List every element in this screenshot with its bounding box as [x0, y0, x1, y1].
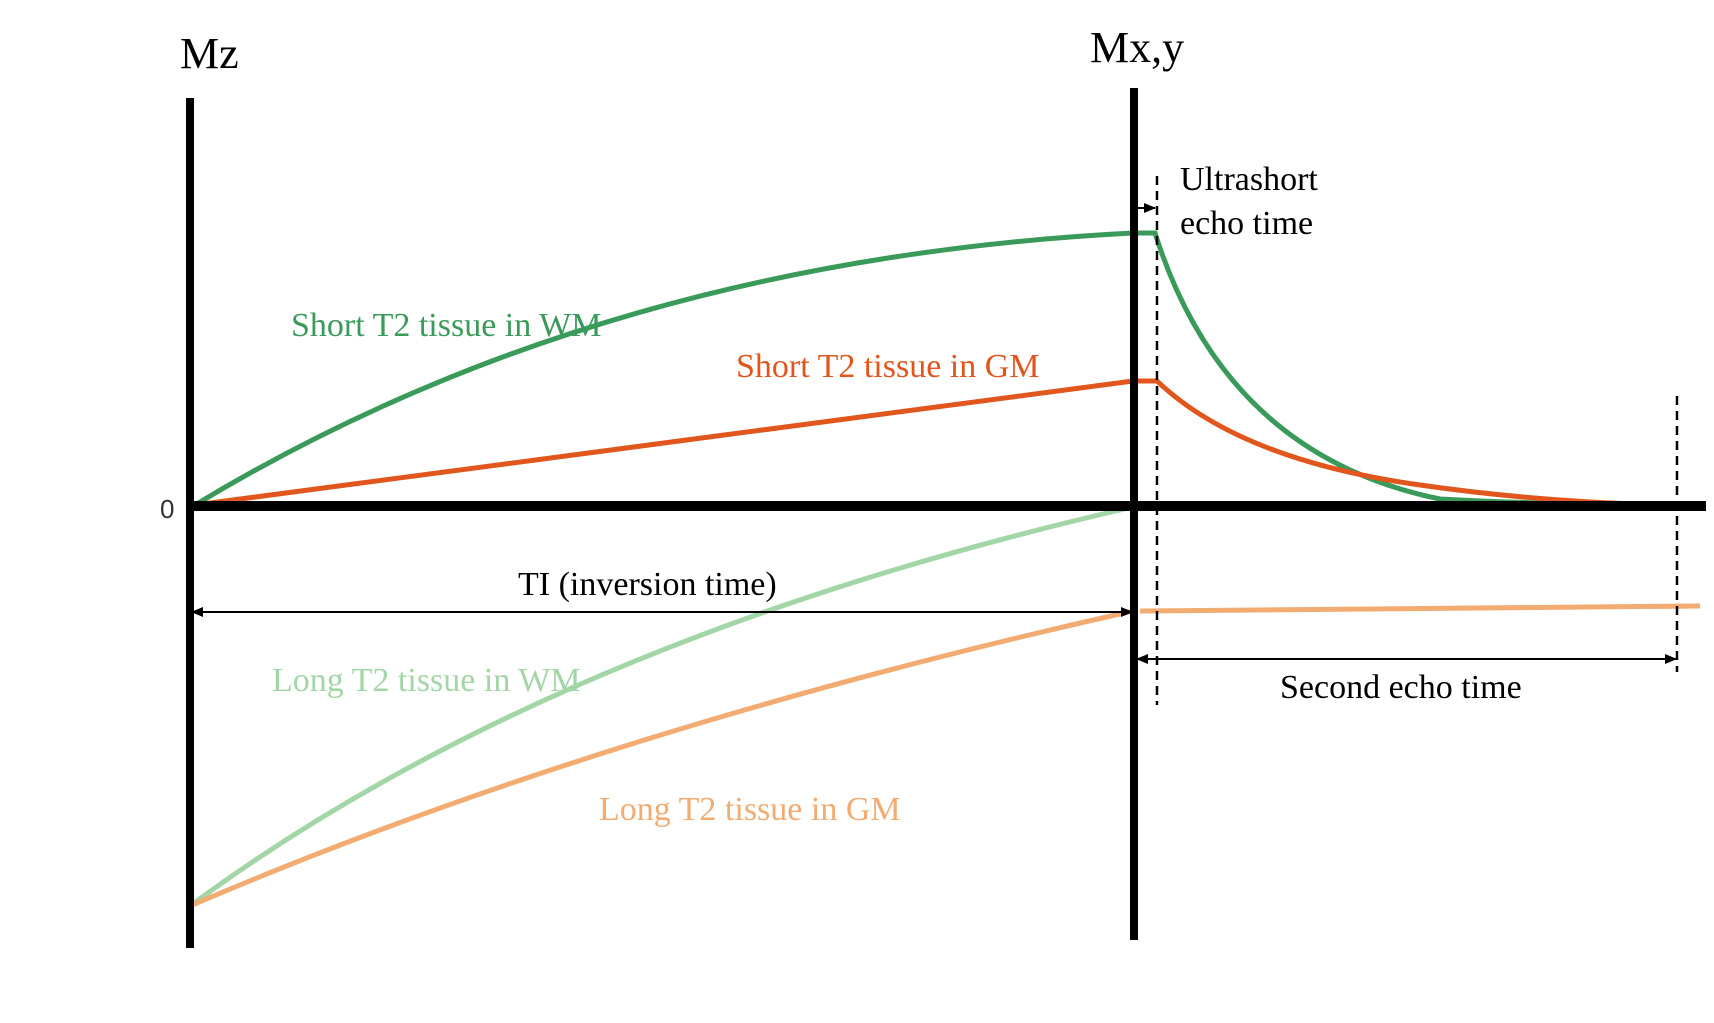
short-wm-label: Short T2 tissue in WM [291, 307, 601, 344]
short-gm-curve [194, 378, 1701, 508]
ute-label-line2: echo time [1180, 205, 1313, 242]
long-wm-label: Long T2 tissue in WM [272, 662, 581, 699]
ute-label-line1: Ultrashort [1180, 161, 1318, 198]
mxy-axis-label: Mx,y [1090, 23, 1184, 72]
long-gm-curve [189, 603, 1701, 909]
long-gm-label: Long T2 tissue in GM [599, 791, 901, 828]
short-gm-label: Short T2 tissue in GM [736, 348, 1040, 385]
zero-label: 0 [160, 494, 174, 524]
long-wm-curve [188, 504, 1134, 909]
ti-label: TI (inversion time) [518, 566, 777, 603]
mz-axis-label: Mz [180, 29, 239, 78]
second-echo-label: Second echo time [1280, 669, 1522, 706]
